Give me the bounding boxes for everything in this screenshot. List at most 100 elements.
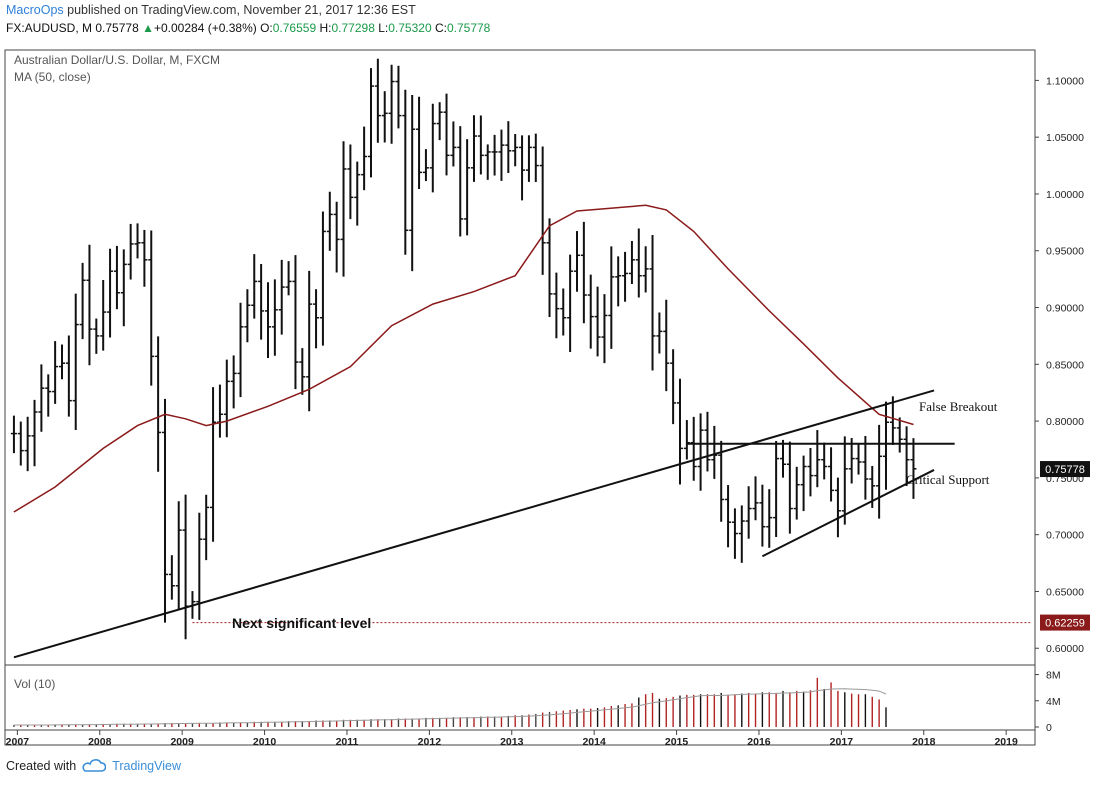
ohlc-bar	[828, 447, 835, 502]
ohlc-bar	[155, 336, 162, 472]
ohlc-bar	[134, 223, 141, 259]
tradingview-link[interactable]: TradingView	[112, 759, 181, 773]
ohlc-bar	[271, 279, 278, 356]
ohlc-bar	[347, 144, 354, 220]
y-tick-label: 0.90000	[1046, 303, 1084, 315]
high-value: 0.77298	[331, 21, 375, 35]
ohlc-bar	[457, 126, 464, 237]
moving-average-line	[13, 204, 914, 513]
ohlc-bar	[299, 348, 306, 395]
ohlc-bar	[807, 447, 814, 497]
ohlc-bar	[93, 318, 100, 354]
ohlc-bar	[800, 455, 807, 512]
ohlc-bar	[814, 430, 821, 488]
low-label: L:	[378, 21, 389, 35]
y-tick-label: 0.95000	[1046, 246, 1084, 258]
ohlc-bar	[148, 230, 155, 386]
last-price-label: 0.75778	[1045, 464, 1085, 476]
ohlc-bar	[52, 341, 59, 404]
ohlc-bar	[580, 221, 587, 324]
ohlc-bar	[17, 421, 24, 466]
ohlc-bar	[340, 141, 347, 277]
ohlc-bar	[601, 294, 608, 364]
ohlc-bar	[395, 65, 402, 129]
up-arrow-icon: ▲	[142, 21, 154, 35]
ohlc-bar	[766, 489, 773, 548]
ohlc-bar	[326, 191, 333, 251]
ohlc-bar	[79, 262, 86, 340]
ohlc-bar	[718, 440, 725, 522]
ohlc-bar	[409, 95, 416, 272]
ohlc-bar	[821, 442, 828, 480]
ohlc-bar	[429, 103, 436, 193]
ohlc-bar	[107, 248, 114, 338]
ohlc-bar	[374, 58, 381, 143]
ohlc-bar	[100, 279, 107, 351]
y-tick-label: 0.80000	[1046, 416, 1084, 428]
ohlc-bar	[759, 484, 766, 547]
ohlc-bar	[10, 415, 17, 454]
ohlc-bar	[436, 102, 443, 141]
drawing-layer	[13, 389, 1031, 659]
ohlc-bar	[512, 133, 519, 167]
x-tick-label: 2009	[170, 736, 194, 748]
ohlc-bar	[532, 133, 539, 183]
ohlc-bar	[779, 439, 786, 478]
close-value: 0.75778	[446, 21, 491, 35]
ohlc-bar	[882, 401, 889, 490]
ohlc-bar	[402, 89, 409, 255]
next-level-annotation: Next significant level	[232, 615, 371, 631]
publish-header: MacroOps published on TradingView.com, N…	[6, 3, 416, 17]
x-tick-label: 2017	[830, 736, 854, 748]
x-tick-label: 2012	[418, 736, 442, 748]
last-price: 0.75778	[95, 21, 139, 35]
ohlc-bar	[313, 289, 320, 349]
ohlc-bar	[725, 485, 732, 548]
ohlc-bar	[477, 115, 484, 175]
y-tick-label: 1.05000	[1046, 132, 1084, 144]
ohlc-bar	[65, 335, 72, 417]
ohlc-bar	[251, 254, 258, 319]
ohlc-bar	[793, 466, 800, 520]
ohlc-bar	[690, 416, 697, 481]
ohlc-bar	[306, 270, 313, 412]
x-tick-label: 2007	[6, 736, 30, 748]
x-tick-label: 2014	[582, 736, 606, 748]
false-breakout-annotation: False Breakout	[919, 399, 998, 414]
published-text: published on TradingView.com, November 2…	[67, 3, 416, 17]
ohlc-bar	[704, 411, 711, 472]
ohlc-bar	[649, 235, 656, 371]
ohlc-bar	[450, 121, 457, 167]
ma-legend: MA (50, close)	[14, 70, 91, 84]
ohlc-bar	[58, 344, 65, 380]
open-value: 0.76559	[272, 21, 317, 35]
ohlc-bar	[903, 426, 910, 487]
ohlc-bar	[711, 425, 718, 479]
ohlc-bar	[491, 134, 498, 176]
ohlc-bar	[127, 223, 134, 280]
ohlc-bar	[539, 146, 546, 275]
ohlc-bar	[876, 424, 883, 519]
ohlc-bar	[910, 438, 917, 499]
x-tick-label: 2018	[912, 736, 936, 748]
x-tick-label: 2019	[994, 736, 1018, 748]
x-tick-label: 2015	[665, 736, 689, 748]
ohlc-bar	[182, 494, 189, 640]
created-with-text: Created with	[6, 759, 77, 773]
ohlc-bar	[443, 93, 450, 176]
ohlc-bar	[587, 274, 594, 349]
author-link[interactable]: MacroOps	[6, 3, 64, 17]
ohlc-bar	[525, 135, 532, 182]
ohlc-bar	[223, 359, 230, 438]
ohlc-bar	[697, 413, 704, 491]
ohlc-bar	[889, 396, 896, 445]
ohlc-bar	[573, 231, 580, 292]
price-pane	[10, 58, 917, 640]
ohlc-bar	[546, 218, 553, 317]
ohlc-bar	[745, 486, 752, 539]
vol-tick-label: 4M	[1046, 696, 1061, 708]
ohlc-bar	[498, 129, 505, 181]
open-label: O:	[260, 21, 273, 35]
ohlc-bar	[834, 477, 841, 538]
